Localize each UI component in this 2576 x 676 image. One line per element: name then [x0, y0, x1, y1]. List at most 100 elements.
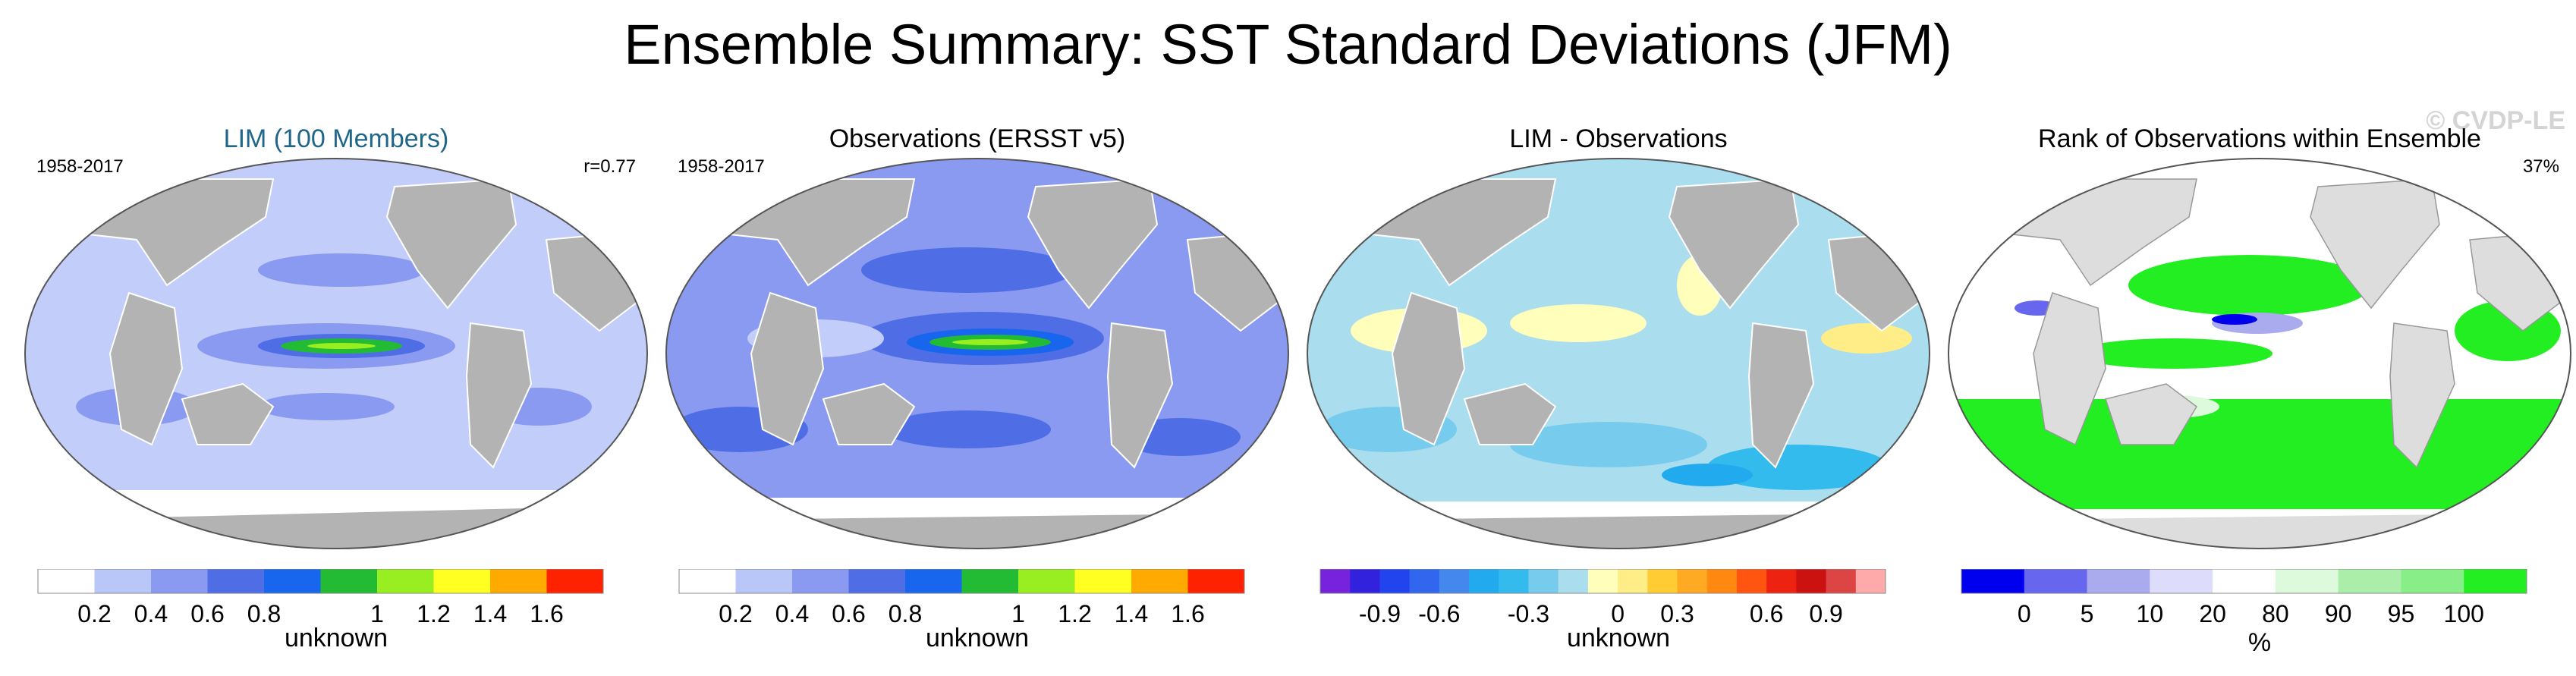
colorbar-tick-label: 1.6	[1171, 600, 1204, 627]
colorbar-tick-label: 0.8	[247, 600, 281, 627]
diff-contour	[1707, 445, 1889, 490]
diff-contour	[1821, 323, 1912, 354]
colorbar-label: %	[2248, 628, 2271, 657]
land-australia	[822, 382, 916, 445]
colorbar-ticks: -0.9 -0.6 -0.3 0 0.3 0.6 0.9	[1359, 600, 1843, 627]
colorbar-tick-label: 20	[2199, 600, 2226, 627]
colorbar-label: unknown	[1567, 624, 1670, 652]
colorbar-box	[38, 569, 95, 593]
colorbar-tick-label: 1	[1011, 600, 1025, 627]
colorbar-tick-label: 100	[2444, 600, 2484, 627]
world-map	[24, 158, 648, 549]
colorbar-box	[2401, 569, 2464, 593]
panel-observations: Observations (ERSST v5) 1958-2017	[664, 114, 1291, 675]
colorbar-box	[1677, 569, 1708, 593]
colorbar-box	[2150, 569, 2213, 593]
colorbar: 0.2 0.4 0.6 0.8 1 1.2 1.4 1.6 unknown	[678, 569, 1245, 652]
sst-contour	[884, 410, 1051, 448]
panel-difference: LIM - Observations -0.9 -0.6 -0.3 0 0.3 0.	[1305, 114, 1932, 675]
period-label: 1958-2017	[36, 156, 124, 177]
colorbar-box	[1796, 569, 1827, 593]
colorbar-box	[2275, 569, 2339, 593]
colorbar-box	[2213, 569, 2276, 593]
colorbar-box	[848, 569, 906, 593]
colorbar-box	[1736, 569, 1767, 593]
colorbar-tick-label: 0.3	[1660, 600, 1694, 627]
colorbar-tick-label: 0	[2018, 600, 2031, 627]
colorbar: -0.9 -0.6 -0.3 0 0.3 0.6 0.9 unknown	[1319, 569, 1886, 652]
colorbar-tick-label: 1.2	[417, 600, 450, 627]
colorbar-box	[735, 569, 793, 593]
map-border	[665, 158, 1289, 549]
colorbar-boxes	[678, 569, 1245, 594]
period-label: 1958-2017	[678, 156, 765, 177]
colorbar-tick-label: 0.2	[77, 600, 111, 627]
colorbar-box	[1766, 569, 1797, 593]
colorbar-label: unknown	[926, 624, 1029, 652]
colorbar-tick-label: 1.2	[1058, 600, 1091, 627]
world-map	[1948, 158, 2571, 549]
world-map	[665, 158, 1289, 549]
land-antarctica	[666, 513, 1288, 549]
land-africa	[1391, 291, 1466, 446]
rank-region	[2212, 314, 2257, 325]
colorbar-box	[1855, 569, 1886, 593]
diff-contour	[1510, 304, 1647, 342]
colorbar-ticks: 0.2 0.4 0.6 0.8 1 1.2 1.4 1.6	[77, 600, 563, 627]
percent-label: 37%	[2522, 156, 2559, 177]
colorbar-tick-label: -0.9	[1359, 600, 1401, 627]
colorbar-outline	[1961, 569, 2527, 594]
colorbar-label: unknown	[285, 624, 388, 652]
colorbar-box	[1706, 569, 1738, 593]
sst-contour	[861, 247, 1074, 293]
colorbar-box	[1528, 569, 1559, 593]
panel-title: Observations (ERSST v5)	[829, 124, 1126, 153]
panel-rank: © CVDP-LE Rank of Observations within En…	[1946, 106, 2573, 675]
colorbar-box	[905, 569, 962, 593]
colorbar-tick-label: 1.4	[473, 600, 507, 627]
colorbar-box	[1187, 569, 1245, 593]
colorbar-box	[490, 569, 547, 593]
colorbar-box	[1131, 569, 1188, 593]
colorbar-box	[1379, 569, 1411, 593]
colorbar-tick-label: -0.6	[1418, 600, 1460, 627]
colorbar: 0 5 10 20 80 90 95 100 %	[1961, 569, 2527, 657]
colorbar-tick-label: 95	[2388, 600, 2415, 627]
colorbar-box	[2024, 569, 2088, 593]
colorbar-tick-label: 0.6	[190, 600, 224, 627]
colorbar-ticks: 0.2 0.4 0.6 0.8 1 1.2 1.4 1.6	[719, 600, 1204, 627]
colorbar-box	[961, 569, 1019, 593]
colorbar-box	[2464, 569, 2527, 593]
colorbar-tick-label: 5	[2081, 600, 2094, 627]
colorbar-tick-label: 0	[1611, 600, 1625, 627]
land-south-america	[1747, 322, 1815, 469]
colorbar-box	[1469, 569, 1499, 593]
colorbar-box	[1558, 569, 1589, 593]
diff-contour	[1510, 422, 1707, 467]
world-map	[1307, 158, 1930, 549]
rank-region	[2128, 255, 2371, 316]
land-africa	[750, 291, 825, 446]
sst-contour	[307, 343, 376, 349]
colorbar-box	[377, 569, 434, 593]
colorbar-box	[792, 569, 849, 593]
colorbar-box	[2087, 569, 2150, 593]
colorbar-box	[1439, 569, 1470, 593]
colorbar-tick-label: 10	[2137, 600, 2164, 627]
colorbar-tick-label: 0.8	[889, 600, 922, 627]
rank-region	[2075, 338, 2272, 369]
colorbar-tick-label: 0.6	[1750, 600, 1783, 627]
land-australia	[1463, 382, 1557, 445]
colorbar-box	[433, 569, 491, 593]
colorbar-boxes	[1961, 569, 2527, 594]
colorbar-box	[1074, 569, 1132, 593]
sst-contour	[258, 253, 425, 287]
rank-region	[1949, 399, 2571, 513]
colorbar-box	[1826, 569, 1857, 593]
colorbar-box	[2338, 569, 2401, 593]
colorbar-box	[1320, 569, 1351, 593]
colorbar-box	[94, 569, 152, 593]
panel-title: LIM (100 Members)	[223, 124, 449, 153]
map-border	[1948, 158, 2571, 549]
colorbar: 0.2 0.4 0.6 0.8 1 1.2 1.4 1.6 unknown	[37, 569, 604, 652]
